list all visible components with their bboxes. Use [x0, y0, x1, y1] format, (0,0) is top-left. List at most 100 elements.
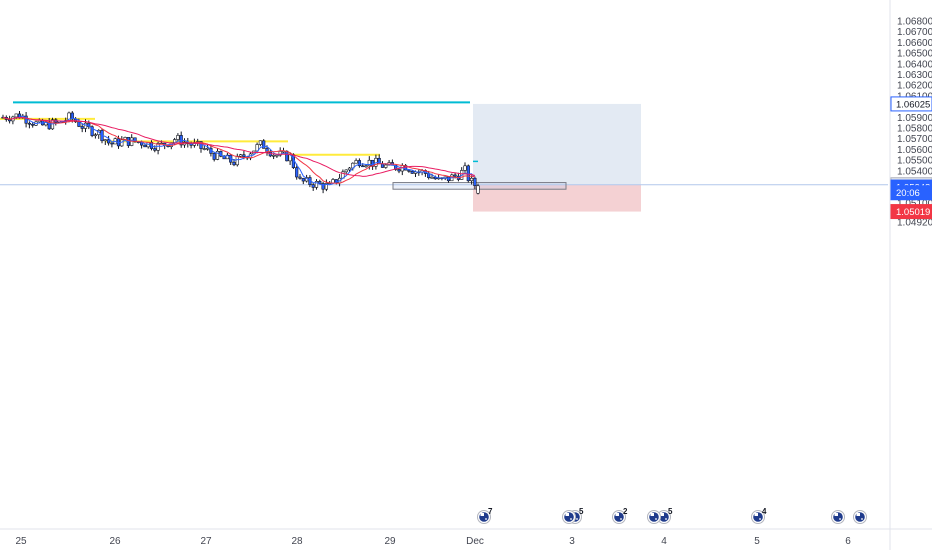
y-tick-label: 1.05400 [897, 166, 932, 177]
ma-slow-line [2, 116, 476, 177]
candle-body [262, 140, 266, 149]
y-tick-label: 1.04920 [897, 218, 932, 229]
candle-body [301, 178, 305, 182]
event-flag-star [485, 518, 487, 520]
candle-body [77, 121, 81, 127]
candle-body [285, 150, 289, 162]
event-flag-icon [751, 510, 765, 524]
candle-body [367, 159, 371, 167]
candle-body [24, 115, 28, 124]
candle-body [463, 165, 467, 171]
ma-fast-line [2, 115, 476, 186]
event-count-label: 7 [488, 507, 493, 516]
candle-body [14, 113, 18, 118]
event-flag-union [480, 513, 484, 516]
price-tag-label: 20:06 [896, 188, 920, 199]
candle-body [265, 148, 269, 153]
price-tag: 1.05019 [890, 204, 932, 220]
candle-body [410, 171, 414, 174]
event-flag-star [861, 518, 863, 520]
candle-body [90, 126, 94, 136]
time-axis-layer: 25 26 27 28 29 Dec 3 4 5 67 5 2 5 4 [0, 507, 932, 547]
candle-body [384, 164, 388, 168]
candle-body [8, 119, 12, 122]
candle-body [430, 177, 434, 179]
event-flag-star [576, 518, 578, 520]
price-tag: 1.06025 [890, 96, 932, 112]
candle-body [70, 112, 74, 120]
candle-body [314, 181, 319, 188]
candle-body [295, 167, 299, 178]
candle-body [281, 150, 286, 153]
x-tick-label: Dec [466, 536, 484, 547]
candles-layer [1, 111, 480, 195]
ma-mid-line [2, 116, 476, 184]
candle-body [324, 183, 329, 190]
event-flag-icon [853, 510, 867, 524]
price-tag: 20:06 [890, 185, 932, 201]
candle-body [321, 183, 325, 190]
price-tag-label: 1.05019 [896, 207, 930, 218]
y-tick-label: 1.05600 [897, 145, 932, 156]
candle-body [397, 169, 401, 172]
event-flag-icon [831, 510, 845, 524]
candle-body [215, 150, 220, 160]
candle-body [347, 167, 352, 171]
event-flag-star [839, 518, 841, 520]
candle-body [27, 122, 32, 125]
candle-body [361, 165, 365, 168]
candle-body [271, 154, 276, 157]
y-tick-label: 1.06800 [897, 17, 932, 28]
candle-body [242, 154, 246, 158]
x-tick-label: 29 [384, 536, 396, 547]
candle-body [275, 154, 279, 157]
event-flag-star [759, 518, 761, 520]
candle-body [31, 123, 35, 126]
candle-body [235, 155, 239, 166]
candle-body [331, 179, 335, 184]
y-tick-label: 1.05100 [897, 198, 932, 209]
candle-body [103, 139, 107, 142]
event-flag-union [856, 513, 860, 516]
position-target-zone [473, 103, 641, 185]
candle-body [278, 151, 282, 156]
candle-body [212, 153, 216, 160]
candle-body [176, 135, 180, 140]
candle-body [153, 148, 157, 151]
x-tick-label: 25 [15, 536, 27, 547]
x-tick-label: 4 [661, 536, 667, 547]
event-flag-icon [477, 510, 491, 524]
price-tag-bg [890, 96, 932, 112]
price-axis-layer: 1.049201.050001.051001.052001.053001.054… [889, 0, 932, 550]
candle-body [354, 160, 358, 164]
y-tick-label: 1.06600 [897, 38, 932, 49]
candle-body [232, 161, 236, 166]
candle-body [93, 134, 97, 137]
y-tick-label: 1.06500 [897, 49, 932, 60]
x-tick-label: 28 [291, 536, 303, 547]
event-flag-union [565, 513, 569, 516]
event-count-label: 4 [762, 507, 767, 516]
y-tick-label: 1.06700 [897, 27, 932, 38]
x-tick-label: 27 [200, 536, 212, 547]
candle-body [143, 144, 147, 148]
event-count-label: 2 [623, 507, 628, 516]
candle-body [80, 126, 84, 129]
y-tick-label: 1.06200 [897, 81, 932, 92]
event-flag-icon [562, 510, 576, 524]
candle-body [311, 184, 315, 188]
chart-background-layer [0, 101, 888, 212]
candle-body [206, 147, 210, 150]
candle-body [407, 169, 411, 172]
x-tick-label: 26 [109, 536, 121, 547]
candle-body [110, 142, 114, 145]
candle-body [173, 139, 177, 143]
event-flag-star [570, 518, 572, 520]
candle-body [318, 181, 322, 184]
candle-body [120, 139, 124, 147]
y-tick-label: 1.05900 [897, 113, 932, 124]
y-tick-label: 1.05800 [897, 124, 932, 135]
candle-body [473, 177, 477, 186]
event-count-label: 5 [668, 507, 673, 516]
